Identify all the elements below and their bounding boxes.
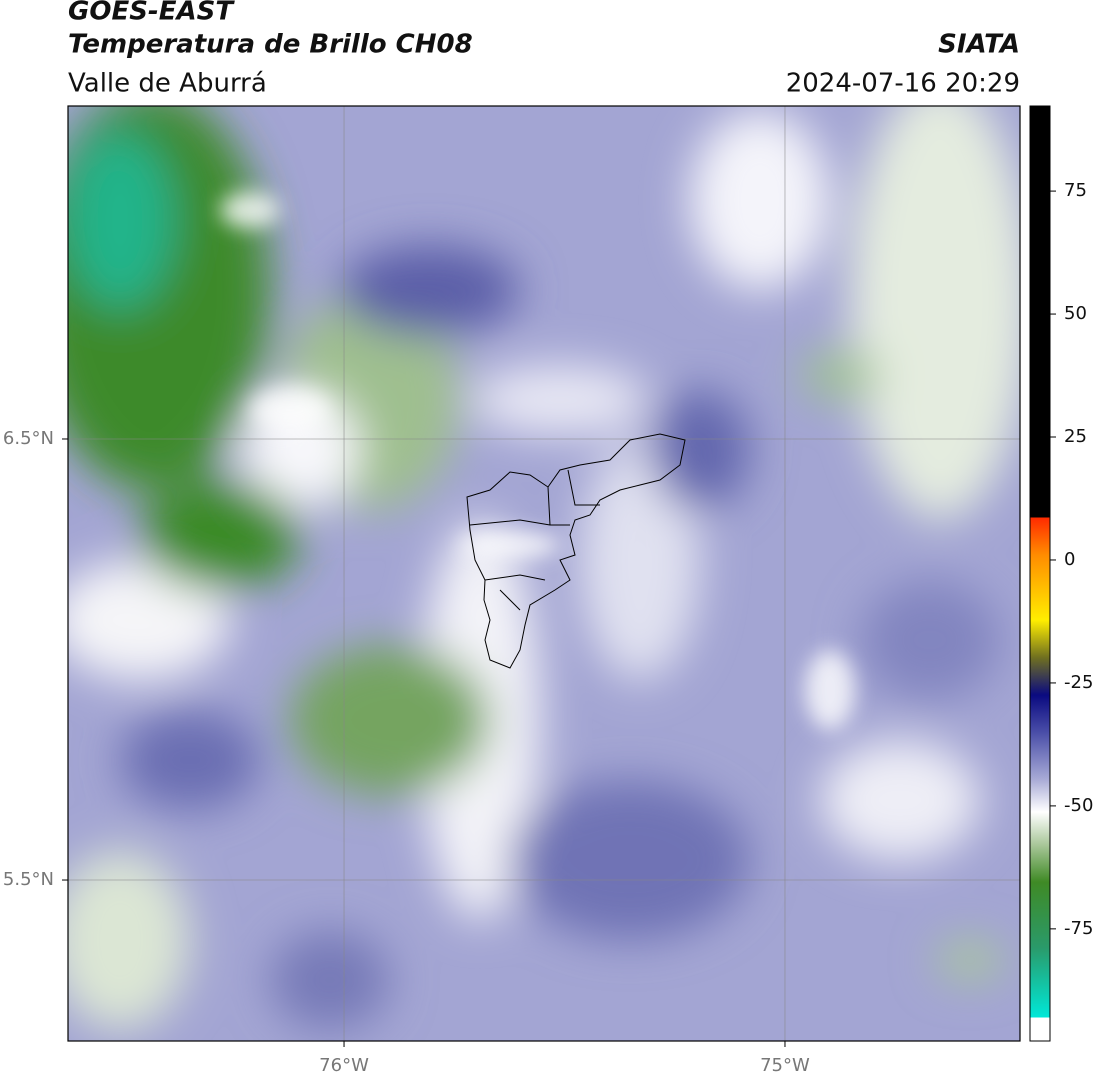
subtitle: Temperatura de Brillo CH08 [68,30,473,60]
temperature-field [68,106,1020,1041]
colorbar-tick-label: -25 [1064,672,1093,693]
region: Valle de Aburrá [68,69,267,99]
colorbar-tick-label: 0 [1064,549,1075,570]
source: SIATA [938,30,1020,60]
x-tick-label: 75°W [760,1055,810,1076]
colorbar-tick-label: -50 [1064,795,1093,816]
y-tick-label: 5.5°N [3,869,54,890]
map-frame [67,105,1021,1042]
colorbar [1029,105,1051,1042]
y-tick-label: 6.5°N [3,428,54,449]
colorbar-ticks: 75 50 25 0 -25 -50 -75 [1050,180,1093,939]
colorbar-tick-label: 50 [1064,303,1087,324]
title: GOES-EAST [68,0,235,27]
boundary [466,433,686,669]
colorbar-tick-label: 75 [1064,180,1087,201]
x-tick-label: 76°W [319,1055,369,1076]
colorbar-tick-label: 25 [1064,426,1087,447]
colorbar-tick-label: -75 [1064,918,1093,939]
datetime: 2024-07-16 20:29 [786,69,1020,99]
graticule [62,106,1020,1047]
